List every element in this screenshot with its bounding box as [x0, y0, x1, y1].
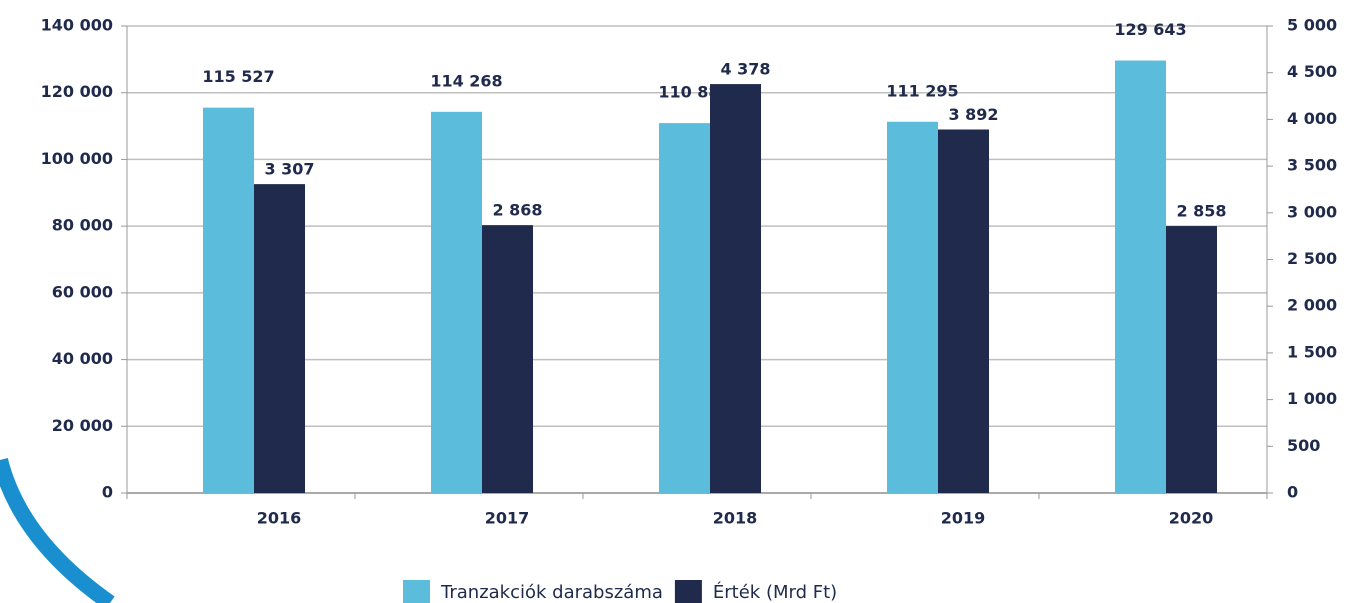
- x-tick-label: 2018: [713, 509, 758, 528]
- y-tick-label: 60 000: [52, 282, 113, 301]
- x-tick-label: 2017: [485, 509, 530, 528]
- y2-tick-label: 4 000: [1287, 109, 1337, 128]
- bar: [254, 184, 305, 493]
- y-tick-label: 20 000: [52, 416, 113, 435]
- value-label: 2 858: [1176, 202, 1226, 221]
- legend-swatch: [403, 580, 430, 603]
- y2-tick-label: 4 500: [1287, 62, 1337, 81]
- bar: [1115, 61, 1166, 493]
- value-label: 114 268: [430, 71, 502, 90]
- value-label: 3 892: [948, 105, 998, 124]
- y2-tick-label: 1 500: [1287, 342, 1337, 361]
- decorative-arc: [0, 460, 110, 603]
- value-label: 2 868: [492, 201, 542, 220]
- y-tick-label: 40 000: [52, 349, 113, 368]
- y-tick-label: 120 000: [41, 82, 113, 101]
- bar: [710, 84, 761, 493]
- y2-tick-label: 3 500: [1287, 156, 1337, 175]
- y2-tick-label: 2 000: [1287, 296, 1337, 315]
- bar: [482, 225, 533, 493]
- bar: [1166, 226, 1217, 493]
- bar: [659, 123, 710, 493]
- y2-tick-label: 0: [1287, 483, 1298, 502]
- x-tick-label: 2016: [257, 509, 302, 528]
- x-tick-label: 2020: [1169, 509, 1214, 528]
- chart: 0 20 000 40 000 60 000 80 000 100 000 120 000 1…: [0, 0, 1354, 603]
- value-label: 3 307: [264, 160, 314, 179]
- value-label: 129 643: [1114, 20, 1186, 39]
- legend-label: Tranzakciók darabszáma: [440, 582, 663, 603]
- y2-tick-label: 5 000: [1287, 16, 1337, 35]
- x-tick-label: 2019: [941, 509, 986, 528]
- y2-tick-label: 2 500: [1287, 249, 1337, 268]
- y-tick-label: 0: [102, 483, 113, 502]
- legend-swatch: [675, 580, 702, 603]
- y-tick-label: 140 000: [41, 16, 113, 35]
- y-tick-label: 100 000: [41, 149, 113, 168]
- value-label: 115 527: [202, 67, 274, 86]
- bar: [203, 108, 254, 493]
- bar: [938, 129, 989, 493]
- bar: [431, 112, 482, 493]
- value-label: 4 378: [720, 60, 770, 79]
- page: {"chart_data": {"type": "bar", "categori…: [0, 0, 1354, 603]
- y2-tick-label: 500: [1287, 436, 1320, 455]
- bar: [887, 122, 938, 493]
- legend-label: Érték (Mrd Ft): [713, 581, 837, 603]
- y2-tick-label: 3 000: [1287, 202, 1337, 221]
- y2-tick-label: 1 000: [1287, 389, 1337, 408]
- y-tick-label: 80 000: [52, 216, 113, 235]
- value-label: 111 295: [886, 81, 958, 100]
